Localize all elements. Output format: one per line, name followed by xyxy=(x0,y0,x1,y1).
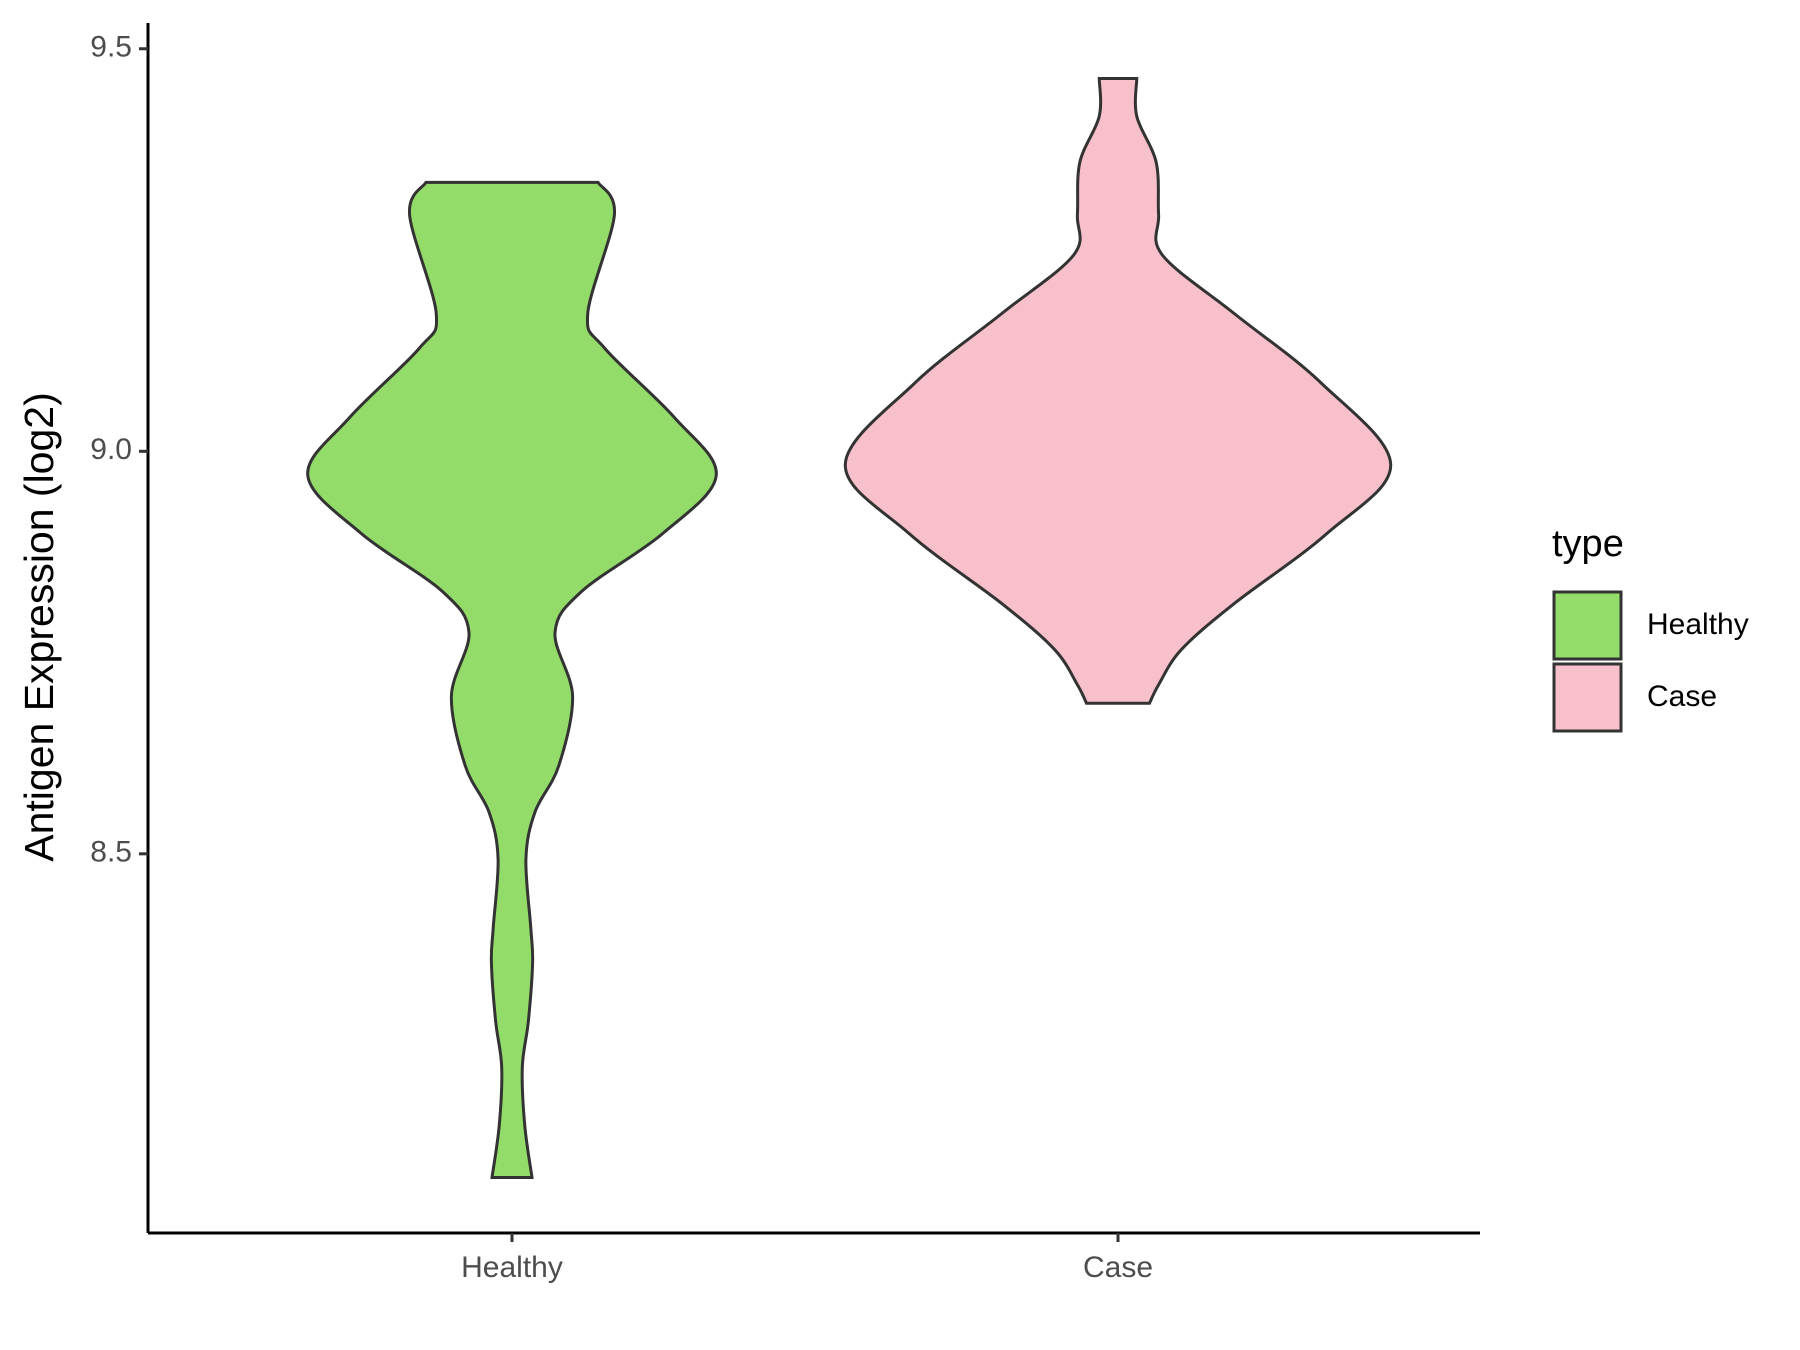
violin xyxy=(306,180,718,1179)
x-tick-label: Case xyxy=(1083,1251,1153,1284)
y-tick-label: 9.5 xyxy=(90,31,132,64)
violin xyxy=(843,77,1393,705)
legend-key xyxy=(1552,590,1623,661)
legend-title: type xyxy=(1552,523,1624,565)
legend-key xyxy=(1552,662,1623,733)
x-tick-label: Healthy xyxy=(461,1251,563,1284)
y-tick-label: 8.5 xyxy=(90,836,132,869)
legend-label: Case xyxy=(1647,680,1717,713)
y-axis-title: Antigen Expression (log2) xyxy=(16,392,62,861)
y-tick-label: 9.0 xyxy=(90,433,132,466)
legend-label: Healthy xyxy=(1647,608,1749,641)
